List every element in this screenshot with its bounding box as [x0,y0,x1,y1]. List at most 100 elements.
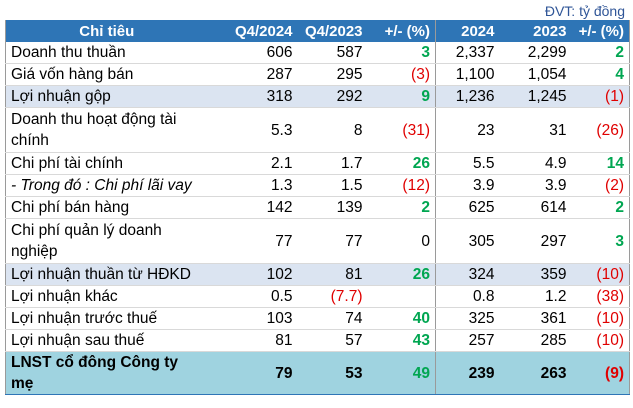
cell-year-change: 4 [571,63,630,86]
cell-quarter-change: 26 [367,152,436,175]
cell-q4-2023: 1.5 [297,174,368,197]
cell-year-change: 2 [571,42,630,64]
cell-q4-2023: 8 [297,107,368,153]
header-quarter-change: +/- (%) [367,20,436,42]
cell-gap [435,351,448,395]
cell-quarter-change: (3) [367,63,436,86]
cell-2023: 359 [499,263,572,286]
cell-2023: 31 [499,107,572,153]
cell-2024: 324 [447,263,500,286]
cell-year-change: (10) [571,307,630,330]
cell-2024: 325 [447,307,500,330]
cell-q4-2023: 53 [297,351,368,395]
header-q4-2023: Q4/2023 [297,20,368,42]
header-gap [435,20,448,42]
cell-year-change: (9) [571,351,630,395]
cell-2023: 1,245 [499,85,572,108]
cell-quarter-change: 26 [367,263,436,286]
cell-q4-2024: 102 [207,263,298,286]
cell-2023: 1,054 [499,63,572,86]
cell-q4-2024: 318 [207,85,298,108]
cell-q4-2023: 1.7 [297,152,368,175]
cell-gap [435,218,448,264]
cell-year-change: 14 [571,152,630,175]
cell-2024: 23 [447,107,500,153]
header-name: Chỉ tiêu [5,20,208,42]
cell-quarter-change: 49 [367,351,436,395]
table-body: Doanh thu thuần 606 587 3 2,337 2,299 2 Giá vốn… [5,42,630,395]
cell-2024: 5.5 [447,152,500,175]
table-row: - Trong đó : Chi phí lãi vay 1.3 1.5 (12) 3.… [5,174,630,197]
cell-q4-2023: 74 [297,307,368,330]
cell-quarter-change: (12) [367,174,436,197]
cell-2024: 0.8 [447,285,500,308]
cell-quarter-change: 43 [367,329,436,352]
cell-2024: 2,337 [447,42,500,64]
table-row: Doanh thu thuần 606 587 3 2,337 2,299 2 [5,42,630,64]
cell-q4-2024: 606 [207,42,298,64]
row-name: Chi phí tài chính [5,152,208,175]
cell-q4-2023: 57 [297,329,368,352]
row-name: Doanh thu hoạt động tài chính [5,107,208,153]
cell-quarter-change: (31) [367,107,436,153]
cell-2023: 1.2 [499,285,572,308]
cell-q4-2024: 287 [207,63,298,86]
cell-2024: 305 [447,218,500,264]
table-row: LNST cổ đông Công ty mẹ 79 53 49 239 263 (9) [5,351,630,395]
table-row: Lợi nhuận sau thuế 81 57 43 257 285 (10) [5,329,630,352]
cell-gap [435,329,448,352]
table-header-row: Chỉ tiêu Q4/2024 Q4/2023 +/- (%) 2024 20… [5,20,630,42]
cell-gap [435,307,448,330]
table-row: Lợi nhuận thuần từ HĐKD 102 81 26 324 359 (10) [5,263,630,286]
cell-q4-2024: 77 [207,218,298,264]
table-row: Giá vốn hàng bán 287 295 (3) 1,100 1,054 4 [5,63,630,86]
header-year-change: +/- (%) [571,20,630,42]
table-row: Chi phí tài chính 2.1 1.7 26 5.5 4.9 14 [5,152,630,175]
cell-gap [435,42,448,64]
cell-q4-2023: 77 [297,218,368,264]
cell-q4-2024: 0.5 [207,285,298,308]
cell-quarter-change: 9 [367,85,436,108]
table-row: Chi phí bán hàng 142 139 2 625 614 2 [5,196,630,219]
cell-year-change: 3 [571,218,630,264]
income-statement-table: Chỉ tiêu Q4/2024 Q4/2023 +/- (%) 2024 20… [5,20,630,395]
cell-2023: 614 [499,196,572,219]
row-name: Chi phí bán hàng [5,196,208,219]
cell-year-change: (1) [571,85,630,108]
cell-2024: 239 [447,351,500,395]
cell-2024: 1,100 [447,63,500,86]
row-name: Lợi nhuận gộp [5,85,208,108]
cell-2023: 3.9 [499,174,572,197]
cell-gap [435,107,448,153]
cell-gap [435,63,448,86]
cell-gap [435,85,448,108]
cell-year-change: (10) [571,263,630,286]
cell-gap [435,285,448,308]
cell-quarter-change [367,285,436,308]
cell-2023: 263 [499,351,572,395]
cell-2024: 1,236 [447,85,500,108]
cell-gap [435,174,448,197]
table-row: Doanh thu hoạt động tài chính 5.3 8 (31) 23 3… [5,107,630,153]
cell-q4-2023: 295 [297,63,368,86]
row-name: Lợi nhuận thuần từ HĐKD [5,263,208,286]
table-row: Chi phí quản lý doanh nghiệp 77 77 0 305 297 3 [5,218,630,264]
cell-q4-2024: 79 [207,351,298,395]
table-row: Lợi nhuận khác 0.5 (7.7) 0.8 1.2 (38) [5,285,630,308]
table-row: Lợi nhuận trước thuế 103 74 40 325 361 (10) [5,307,630,330]
cell-quarter-change: 0 [367,218,436,264]
row-name: Lợi nhuận khác [5,285,208,308]
cell-q4-2023: 292 [297,85,368,108]
cell-year-change: (2) [571,174,630,197]
cell-quarter-change: 2 [367,196,436,219]
row-name: Giá vốn hàng bán [5,63,208,86]
row-name: LNST cổ đông Công ty mẹ [5,351,208,395]
cell-q4-2024: 5.3 [207,107,298,153]
cell-2023: 297 [499,218,572,264]
cell-2024: 257 [447,329,500,352]
cell-q4-2023: 139 [297,196,368,219]
row-name: - Trong đó : Chi phí lãi vay [5,174,208,197]
cell-year-change: 2 [571,196,630,219]
cell-gap [435,196,448,219]
cell-q4-2023: 81 [297,263,368,286]
